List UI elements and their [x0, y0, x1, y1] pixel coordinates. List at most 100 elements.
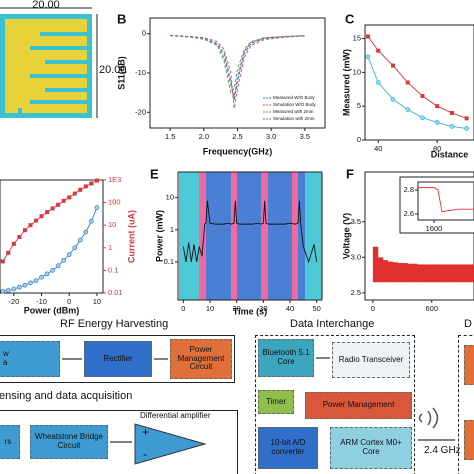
- plot-frame: [177, 171, 323, 301]
- y-tick-label: -10: [135, 68, 146, 77]
- x-tick-label: 1.5: [165, 132, 175, 141]
- y2-tick-label: 0.01: [108, 288, 123, 297]
- marker: [44, 271, 50, 277]
- y-tick-label: 10: [353, 67, 361, 76]
- marker: [17, 235, 22, 240]
- marker: [55, 263, 61, 269]
- chart: 40 80 0 5 10 15 C Distance Measured (mW): [341, 11, 474, 159]
- marker: [94, 205, 100, 210]
- marker: [72, 191, 77, 196]
- marker: [61, 198, 66, 203]
- x-tick-label: 3.0: [266, 132, 276, 141]
- x-axis-label: Power (dBm): [24, 305, 80, 315]
- y-tick-label: -20: [135, 107, 146, 116]
- phase-band: [261, 172, 268, 300]
- chart: 0 10 20 30 40 50 0.1 1 10 E Time (s) Power (mW): [150, 166, 323, 316]
- inset-bg: [399, 176, 474, 234]
- marker: [94, 178, 99, 183]
- section-title: RF Energy Harvesting: [60, 318, 169, 330]
- y2-axis-label: Current (uA): [126, 210, 136, 263]
- marker: [405, 80, 410, 85]
- y-tick-label: 15: [353, 34, 361, 43]
- plot-frame: [417, 181, 474, 221]
- y-tick-label: 0: [357, 135, 361, 144]
- marker: [449, 110, 454, 115]
- voltage-band: [426, 264, 433, 283]
- marker: [39, 214, 44, 219]
- block-text: a: [3, 358, 8, 367]
- x-tick-label: 20: [232, 304, 240, 313]
- marker: [61, 257, 67, 263]
- panel-label: E: [150, 166, 159, 181]
- x-tick-label: 2.5: [232, 132, 242, 141]
- marker: [464, 126, 469, 131]
- voltage-band: [402, 263, 408, 283]
- bt-block: Bluetooth 5.1 Core: [258, 339, 314, 377]
- voltage-band: [441, 264, 448, 283]
- marker: [33, 278, 39, 284]
- series-line: [2, 207, 98, 292]
- phase-band: [199, 172, 206, 300]
- phase-band: [179, 172, 199, 300]
- block-text: w: [3, 349, 9, 359]
- freq-label: 2.4 GHz: [424, 445, 461, 456]
- panel-label: C: [345, 11, 355, 26]
- amp-label: Differential amplifier: [140, 411, 211, 420]
- marker: [77, 237, 83, 243]
- y-axis-label: S11(dB): [116, 56, 126, 90]
- section-title: Data Interchange: [290, 318, 375, 330]
- y2-tick-label: 0.1: [108, 265, 118, 274]
- voltage-band: [431, 264, 438, 283]
- plot-frame: [364, 171, 474, 301]
- series-line: [418, 187, 474, 213]
- series-line: [170, 35, 305, 94]
- marker: [420, 94, 425, 99]
- dim-width: 20.00: [32, 0, 60, 11]
- legend-label: Measured W/O Body: [273, 95, 316, 100]
- phase-band: [305, 172, 322, 300]
- voltage-band: [372, 246, 379, 283]
- voltage-band: [471, 264, 474, 283]
- timer-block: Timer: [258, 390, 294, 414]
- y-axis-label: Measured (mW): [341, 49, 351, 116]
- panel-label: F: [346, 166, 354, 181]
- marker: [390, 97, 396, 102]
- marker: [449, 124, 455, 129]
- sensing-box: [0, 410, 238, 474]
- pm-block: Power Management: [305, 392, 412, 419]
- rf-box: [0, 335, 235, 383]
- y-axis-label: Voltage (V): [341, 213, 351, 259]
- voltage-band: [461, 264, 467, 283]
- d-box: [458, 335, 474, 474]
- marker: [66, 252, 72, 257]
- series-line: [367, 36, 467, 119]
- phase-band: [231, 172, 237, 300]
- y-tick-label: 3.0: [351, 252, 361, 261]
- y-tick-label: 10: [166, 193, 174, 202]
- plot-frame: [0, 179, 104, 294]
- legend-label: Measured with 2mm: [273, 109, 314, 114]
- marker: [28, 223, 33, 228]
- x-tick-label: 10: [206, 304, 214, 313]
- voltage-band: [451, 264, 457, 283]
- marker: [464, 116, 469, 121]
- marker: [375, 80, 381, 85]
- phase-band: [237, 172, 261, 300]
- x-tick-label: 600: [426, 304, 439, 313]
- x-tick-label: 80: [433, 144, 441, 153]
- x-tick-label: 0: [371, 304, 375, 313]
- legend-label: Simulation W/O Body: [273, 102, 317, 107]
- legend-label: Simulation with 2mm: [273, 116, 315, 121]
- y2-tick-label: 1E3: [108, 175, 121, 184]
- phase-band: [298, 172, 305, 300]
- y2-tick-label: 1: [108, 243, 112, 252]
- chart: 1600 2.6 2.8: [399, 176, 474, 234]
- voltage-band: [421, 264, 428, 283]
- marker: [22, 228, 27, 233]
- marker: [420, 115, 425, 121]
- voltage-band: [412, 263, 418, 283]
- y-tick-label: 2.8: [404, 185, 414, 194]
- marker: [365, 54, 371, 60]
